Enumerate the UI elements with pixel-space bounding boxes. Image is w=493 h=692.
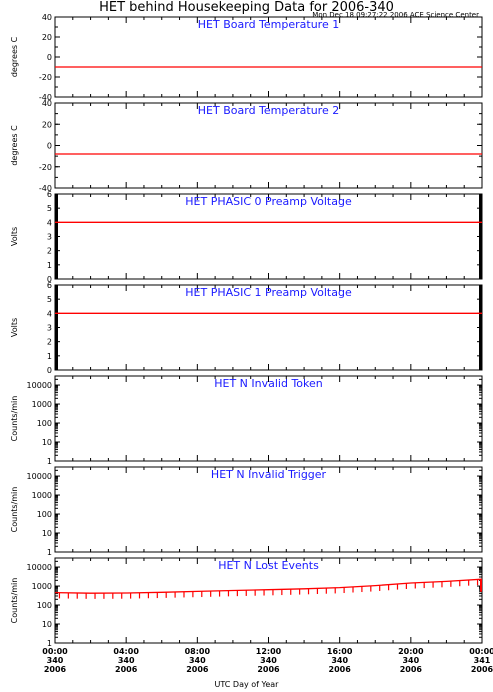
y-tick-label: 5 xyxy=(47,295,52,304)
y-tick-label: 3 xyxy=(47,233,52,242)
panel-title: HET PHASIC 1 Preamp Voltage xyxy=(185,286,352,299)
panel-title: HET N Invalid Token xyxy=(214,377,323,390)
series-line xyxy=(54,578,483,594)
y-axis-label: Counts/min xyxy=(10,396,19,442)
y-axis-label: Counts/min xyxy=(10,487,19,533)
y-tick-label: 2 xyxy=(47,247,52,256)
y-tick-label: 2 xyxy=(47,338,52,347)
y-tick-label: 0 xyxy=(47,142,52,151)
y-tick-label: 4 xyxy=(47,218,52,227)
y-tick-label: 1 xyxy=(47,548,52,557)
y-tick-label: 10 xyxy=(42,620,52,629)
y-axis-label: Counts/min xyxy=(10,578,19,624)
y-tick-label: 40 xyxy=(42,13,52,22)
y-tick-label: -40 xyxy=(39,93,52,102)
y-tick-label: 1000 xyxy=(32,400,52,409)
y-tick-label: 0 xyxy=(47,53,52,62)
x-tick-time-label: 16:00 xyxy=(327,647,353,656)
panel-3: 0 1 2 3 4 5 6 Volts HET PHASIC 0 Preamp Voltage xyxy=(10,190,483,284)
y-tick-label: 6 xyxy=(47,190,52,199)
y-tick-label: 100 xyxy=(37,419,52,428)
y-tick-label: 10000 xyxy=(27,472,52,481)
x-tick-doy-label: 341 xyxy=(474,656,491,665)
y-tick-label: 3 xyxy=(47,324,52,333)
panel-2: -40 -20 0 20 40 degrees C HET Board Temperatur… xyxy=(10,99,483,193)
y-tick-label: 10 xyxy=(42,529,52,538)
y-axis-label: degrees C xyxy=(10,36,19,77)
panel-6: 1 10 100 1000 10000 Counts/min HET N Invalid T… xyxy=(10,466,483,557)
x-tick-doy-label: 340 xyxy=(118,656,135,665)
y-tick-label: 4 xyxy=(47,309,52,318)
x-tick-time-label: 00:00 xyxy=(469,647,493,656)
x-tick-year-label: 2006 xyxy=(44,665,67,674)
panel-5: 1 10 100 1000 10000 Counts/min HET N Invalid T… xyxy=(10,375,483,466)
x-tick-doy-label: 340 xyxy=(402,656,419,665)
right-edge-markers xyxy=(479,285,482,370)
y-tick-label: 10000 xyxy=(27,381,52,390)
y-tick-label: 1 xyxy=(47,261,52,270)
panel-7: 1 10 100 1000 10000 Counts/min HET N Lost Even… xyxy=(10,557,483,648)
panel-4: 0 1 2 3 4 5 6 Volts HET PHASIC 1 Preamp Voltage xyxy=(10,281,483,375)
y-tick-label: -20 xyxy=(39,163,52,172)
x-axis-title: UTC Day of Year xyxy=(214,680,279,689)
left-edge-markers xyxy=(55,194,58,279)
panel-1: -40 -20 0 20 40 degrees C HET Board Temperatur… xyxy=(10,13,483,102)
x-tick-time-label: 04:00 xyxy=(113,647,139,656)
panel-title: HET N Lost Events xyxy=(218,559,319,572)
y-axis-label: Volts xyxy=(10,318,19,337)
panel-title: HET PHASIC 0 Preamp Voltage xyxy=(185,195,352,208)
panel-title: HET Board Temperature 2 xyxy=(198,104,339,117)
y-tick-label: 100 xyxy=(37,601,52,610)
right-edge-markers xyxy=(479,194,482,279)
y-tick-label: 1000 xyxy=(32,582,52,591)
y-tick-label: 5 xyxy=(47,204,52,213)
x-tick-time-label: 12:00 xyxy=(256,647,282,656)
panel-title: HET N Invalid Trigger xyxy=(211,468,327,481)
x-tick-year-label: 2006 xyxy=(471,665,493,674)
x-tick-year-label: 2006 xyxy=(115,665,138,674)
left-edge-markers xyxy=(55,285,58,370)
x-tick-doy-label: 340 xyxy=(260,656,277,665)
y-axis-label: degrees C xyxy=(10,125,19,166)
x-tick-doy-label: 340 xyxy=(331,656,348,665)
x-tick-doy-label: 340 xyxy=(189,656,206,665)
y-tick-label: 10000 xyxy=(27,563,52,572)
y-tick-label: 20 xyxy=(42,33,52,42)
y-tick-label: 1 xyxy=(47,639,52,648)
y-tick-label: 1 xyxy=(47,457,52,466)
y-tick-label: 0 xyxy=(47,366,52,375)
y-tick-label: 1 xyxy=(47,352,52,361)
y-tick-label: 10 xyxy=(42,438,52,447)
x-tick-doy-label: 340 xyxy=(47,656,64,665)
y-tick-label: 20 xyxy=(42,120,52,129)
y-tick-label: 1000 xyxy=(32,491,52,500)
x-tick-year-label: 2006 xyxy=(186,665,209,674)
y-tick-label: -40 xyxy=(39,184,52,193)
y-tick-label: 6 xyxy=(47,281,52,290)
y-tick-label: 0 xyxy=(47,275,52,284)
x-tick-time-label: 20:00 xyxy=(398,647,424,656)
x-tick-time-label: 08:00 xyxy=(185,647,211,656)
x-tick-year-label: 2006 xyxy=(257,665,280,674)
y-axis-label: Volts xyxy=(10,227,19,246)
x-tick-year-label: 2006 xyxy=(329,665,352,674)
timestamp-label: Mon Dec 18 09:27:22 2006 ACE Science Cen… xyxy=(312,11,479,19)
x-tick-year-label: 2006 xyxy=(400,665,423,674)
panel-title: HET Board Temperature 1 xyxy=(198,18,339,31)
y-tick-label: 40 xyxy=(42,99,52,108)
figure-title: HET behind Housekeeping Data for 2006-34… xyxy=(99,0,394,15)
y-tick-label: -20 xyxy=(39,73,52,82)
x-tick-time-label: 00:00 xyxy=(42,647,68,656)
y-tick-label: 100 xyxy=(37,510,52,519)
